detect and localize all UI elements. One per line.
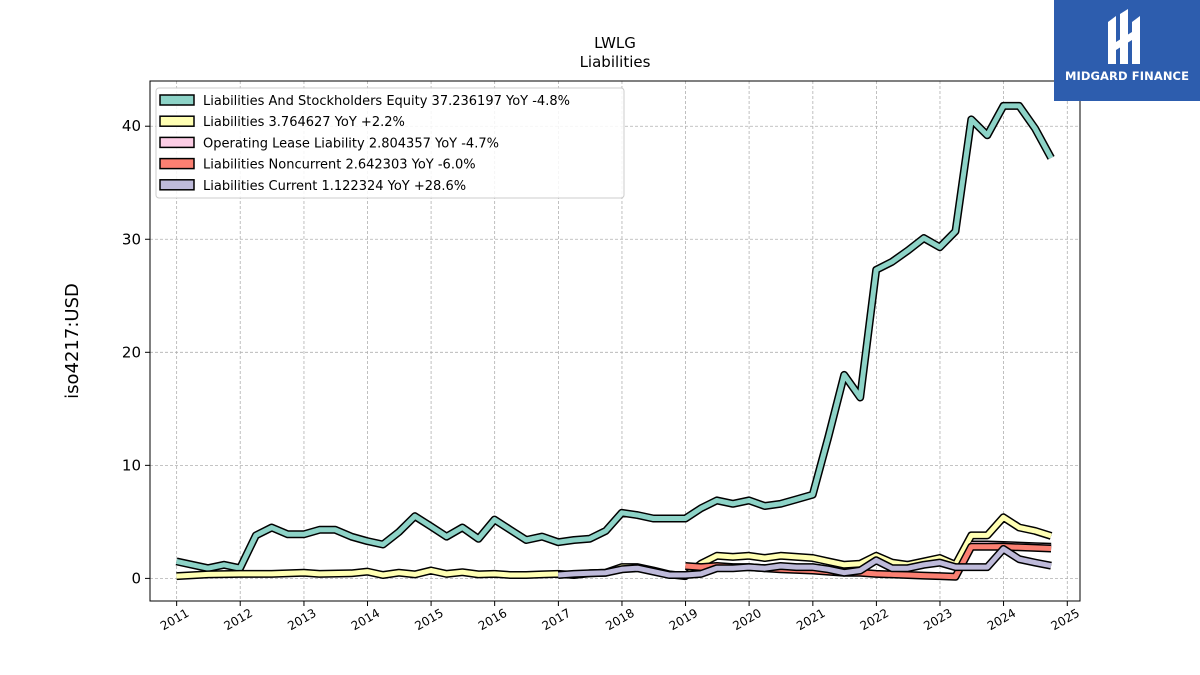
- y-tick-label: 20: [122, 343, 141, 361]
- y-tick-label: 30: [122, 230, 141, 248]
- legend-label: Liabilities And Stockholders Equity 37.2…: [203, 94, 570, 109]
- legend-swatch: [159, 136, 195, 149]
- legend-label: Liabilities Current 1.122324 YoY +28.6%: [203, 179, 466, 194]
- series-layer: [175, 101, 1055, 581]
- chart-subtitle: Liabilities: [580, 53, 651, 71]
- x-tick-label: 2025: [1049, 606, 1082, 633]
- x-tick-label: 2021: [794, 606, 827, 633]
- x-tick-label: 2014: [349, 606, 382, 633]
- x-tick-label: 2016: [476, 606, 509, 633]
- legend-swatch: [159, 179, 195, 191]
- x-tick-label: 2018: [603, 606, 636, 633]
- x-tick-label: 2011: [158, 606, 191, 633]
- x-tick-label: 2023: [921, 606, 954, 633]
- midgard-m-logo-icon: [1108, 9, 1140, 64]
- legend-swatch: [159, 94, 195, 106]
- logo-text: MIDGARD FINANCE: [1064, 69, 1190, 83]
- legend: Liabilities And Stockholders Equity 37.2…: [155, 87, 625, 199]
- x-tick-label: 2015: [412, 606, 445, 633]
- chart-title: LWLG: [594, 34, 636, 52]
- midgard-finance-logo: MIDGARD FINANCE: [1054, 0, 1200, 101]
- x-tick-label: 2017: [540, 606, 573, 633]
- legend-box: [155, 87, 625, 199]
- legend-swatch: [159, 157, 195, 170]
- y-tick-label: 10: [122, 456, 141, 474]
- plot-frame: [149, 80, 1081, 602]
- series-outline-liabilities-current: [557, 545, 1052, 579]
- y-tick-label: 40: [122, 117, 141, 135]
- x-tick-label: 2019: [667, 606, 700, 633]
- x-tick-label: 2022: [858, 606, 891, 633]
- series-line-liabilities-and-stockholders-equity: [175, 103, 1054, 571]
- y-axis-label: iso4217:USD: [62, 283, 83, 399]
- x-tick-label: 2012: [221, 606, 254, 633]
- x-tick-label: 2013: [285, 606, 318, 633]
- legend-label: Liabilities Noncurrent 2.642303 YoY -6.0…: [203, 158, 476, 173]
- x-tick-label: 2020: [730, 606, 763, 633]
- x-tick-label: 2024: [985, 606, 1018, 633]
- series-line-liabilities-current: [558, 546, 1052, 578]
- legend-swatch: [159, 115, 195, 127]
- legend-label: Operating Lease Liability 2.804357 YoY -…: [203, 136, 499, 151]
- legend-label: Liabilities 3.764627 YoY +2.2%: [203, 115, 405, 130]
- y-tick-label: 0: [131, 569, 141, 587]
